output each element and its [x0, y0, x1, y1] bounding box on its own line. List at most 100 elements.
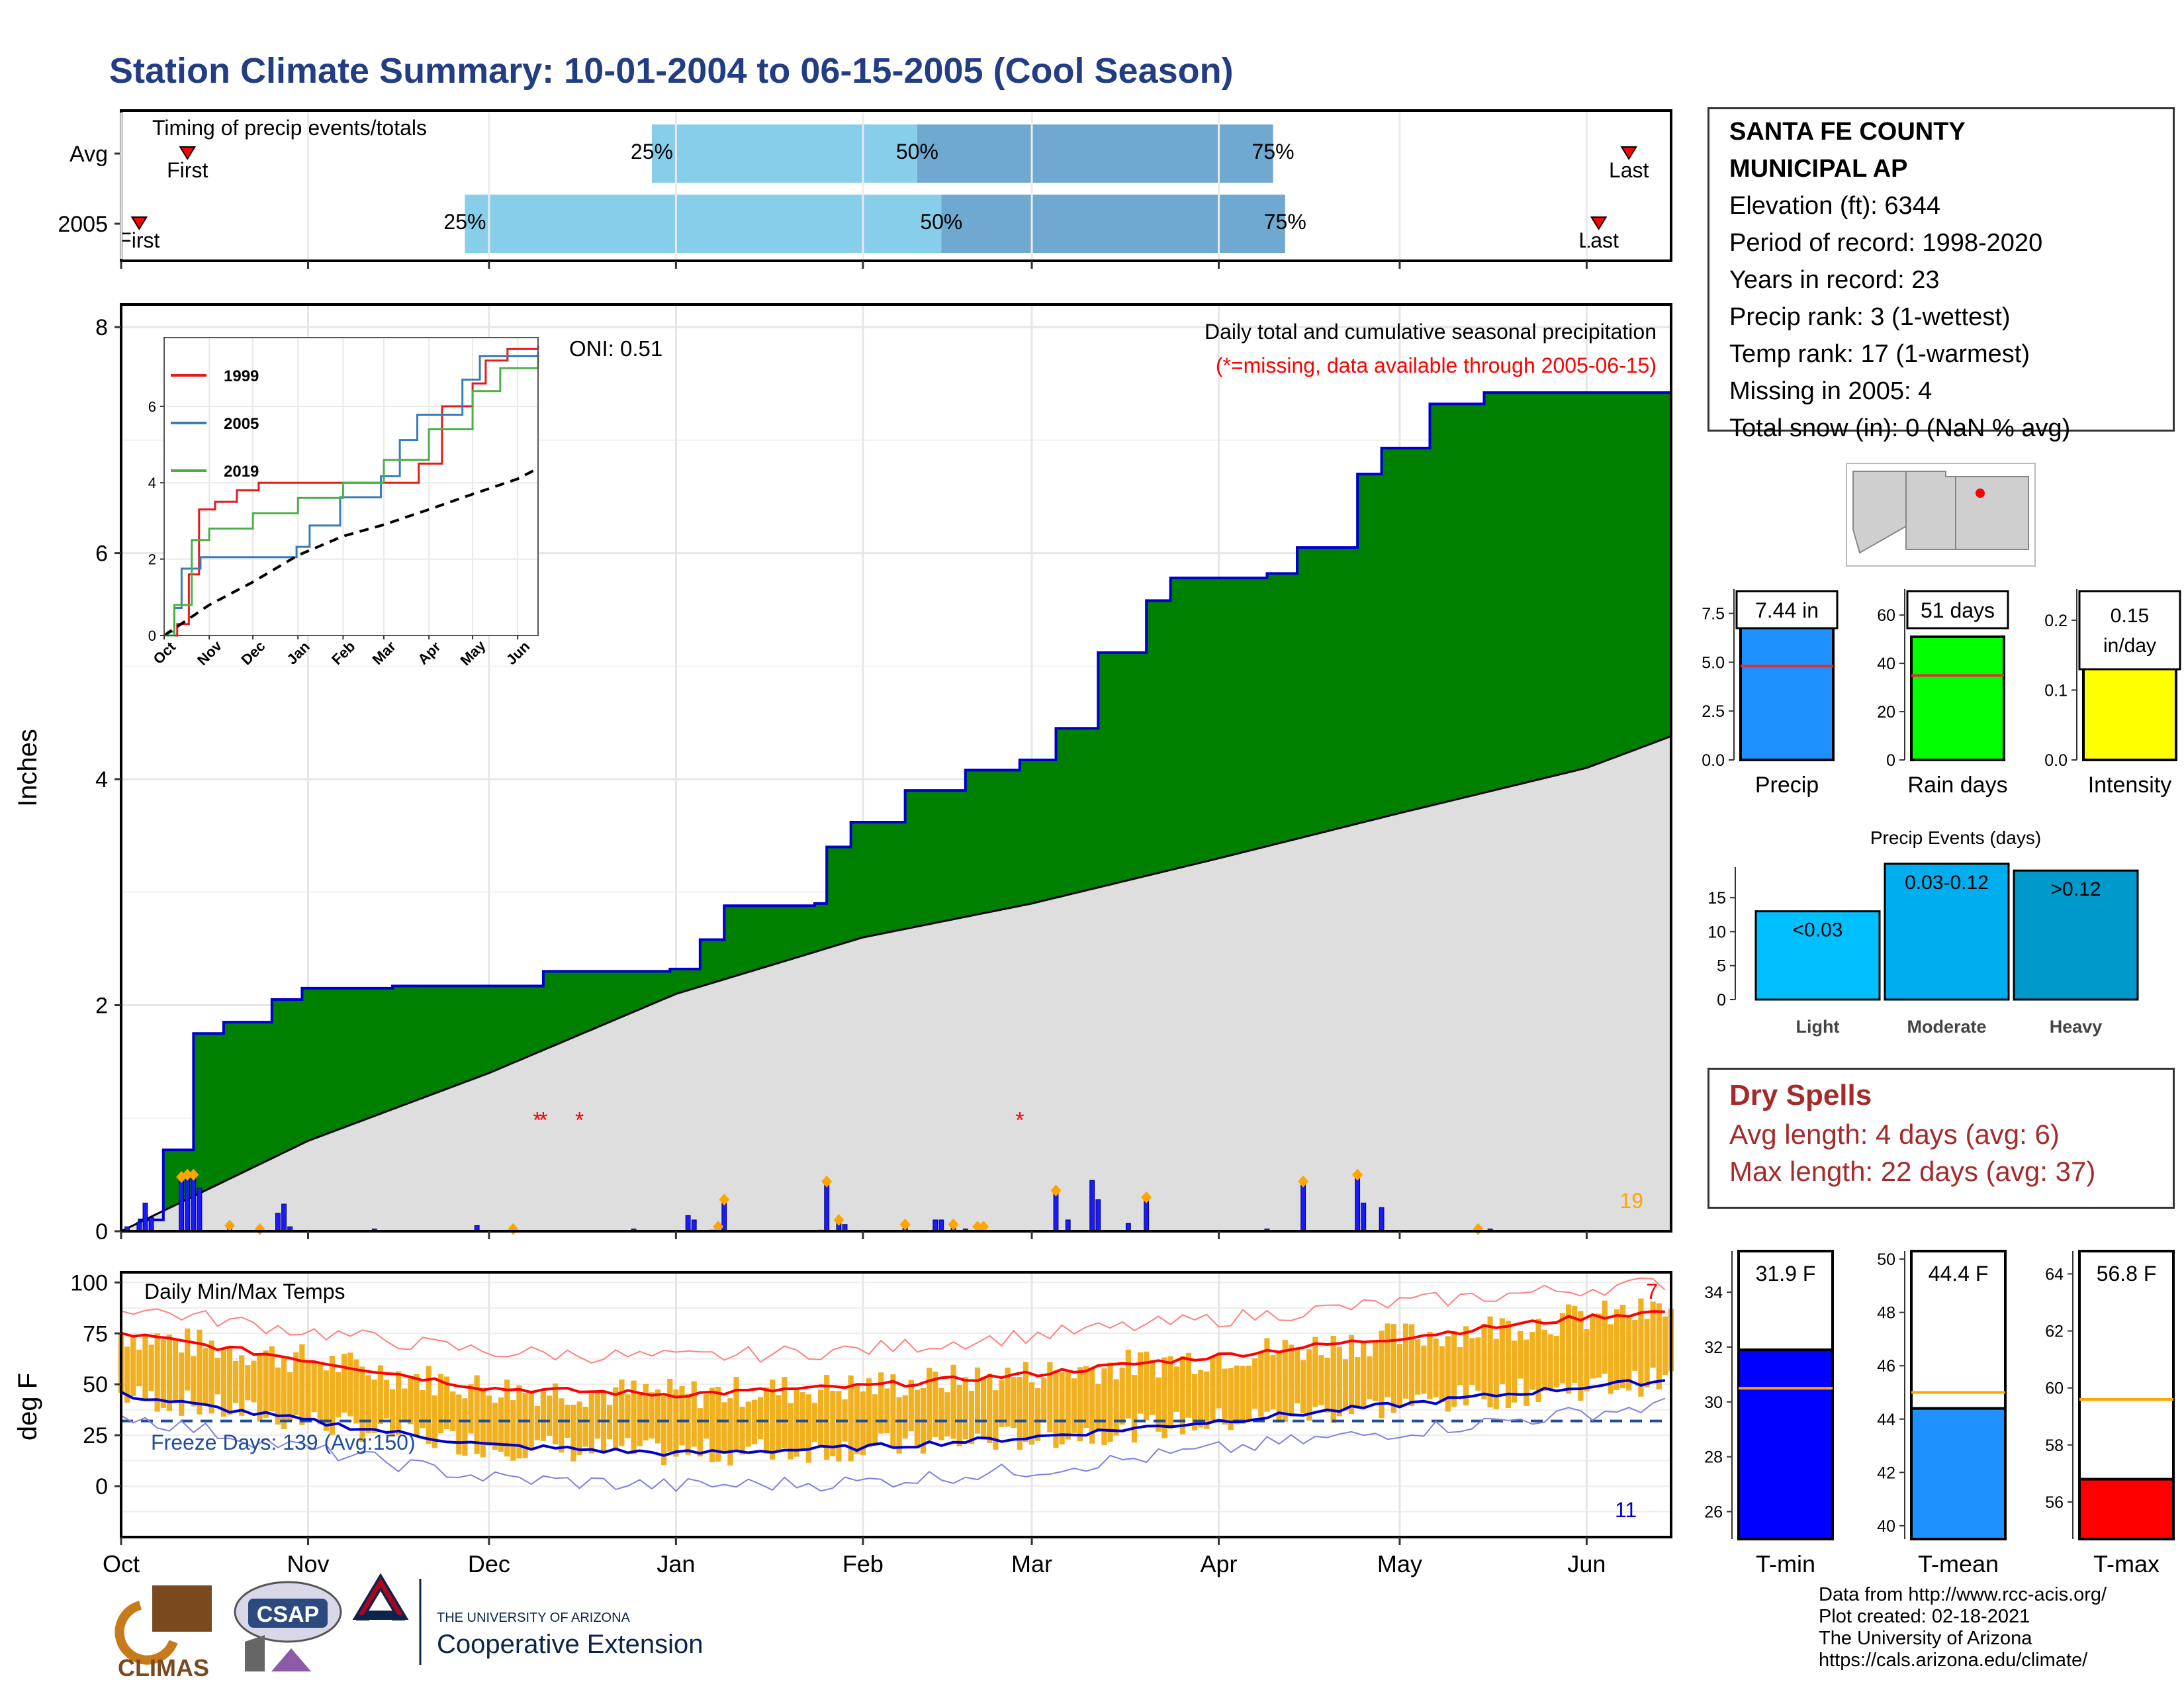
- precip-subtitle: Daily total and cumulative seasonal prec…: [1205, 320, 1657, 344]
- station-elevation: Elevation (ft): 6344: [1729, 192, 1940, 220]
- station-period: Period of record: 1998-2020: [1729, 229, 2043, 257]
- daily-temp-range-bar: [365, 1375, 371, 1434]
- daily-temp-range-bar: [498, 1397, 504, 1452]
- daily-temp-range-bar: [1409, 1324, 1415, 1406]
- temp-axis: 0 25 50 75 100: [70, 1270, 121, 1499]
- daily-temp-range-bar: [866, 1378, 872, 1448]
- summary-y-tick-label: 2.5: [1702, 702, 1725, 721]
- heavy-precip-marker: [1298, 1175, 1309, 1188]
- daily-temp-range-bar: [1590, 1316, 1596, 1379]
- inset-legend-label: 1999: [224, 367, 259, 385]
- inset-series-line-2019: [164, 356, 539, 637]
- heavy-precip-marker: [821, 1175, 833, 1188]
- daily-temp-range-bar: [613, 1387, 619, 1451]
- daily-temp-range-bar: [594, 1390, 601, 1439]
- precip-events-title: Precip Events (days): [1870, 827, 2041, 848]
- daily-temp-range-bar: [739, 1407, 745, 1455]
- temp-summary-value-label: 56.8 F: [2097, 1262, 2157, 1286]
- summary-value-label: in/day: [2103, 635, 2156, 657]
- daily-temp-range-bar: [673, 1389, 679, 1457]
- daily-temp-range-bar: [214, 1358, 220, 1395]
- daily-temp-range-bar: [968, 1390, 975, 1444]
- daily-temp-range-bar: [890, 1374, 896, 1448]
- daily-temp-range-bar: [396, 1371, 402, 1435]
- daily-temp-range-bar: [631, 1380, 637, 1454]
- map-region-shape: [1905, 471, 1956, 550]
- summary-y-tick-label: 40: [1877, 655, 1895, 673]
- daily-temp-range-bar: [661, 1395, 667, 1466]
- timing-bar-25-50: [651, 124, 917, 183]
- precip-y-tick-label: 2: [95, 994, 108, 1019]
- summary-bar-name: Precip: [1755, 773, 1819, 798]
- daily-temp-range-bar: [522, 1392, 528, 1458]
- daily-temp-range-bar: [1402, 1323, 1409, 1399]
- events-y-tick-label: 5: [1717, 957, 1726, 976]
- temp-summary-value-label: 44.4 F: [1929, 1262, 1989, 1286]
- daily-temp-range-bar: [1240, 1366, 1246, 1424]
- daily-temp-range-bar: [185, 1328, 191, 1391]
- daily-temp-range-bar: [944, 1392, 950, 1436]
- daily-temp-range-bar: [305, 1362, 311, 1421]
- inset-y-tick-label: 0: [148, 628, 156, 644]
- precip-y-axis-label: Inches: [13, 729, 42, 807]
- daily-temp-range-bar: [1572, 1305, 1578, 1383]
- heavy-precip-marker: [713, 1221, 724, 1233]
- heavy-precip-marker: [188, 1168, 199, 1181]
- daily-temp-range-bar: [927, 1368, 933, 1440]
- daily-precip-bar: [191, 1174, 197, 1232]
- station-name-line2: MUNICIPAL AP: [1729, 155, 1908, 183]
- daily-temp-range-bar: [1252, 1358, 1258, 1409]
- missing-data-marker: *: [533, 1107, 541, 1133]
- ua-logo-small-text: THE UNIVERSITY OF ARIZONA: [437, 1611, 631, 1625]
- daily-temp-range-bar: [323, 1370, 329, 1431]
- heavy-precip-marker: [182, 1168, 193, 1181]
- daily-precip-bar: [197, 1188, 203, 1232]
- daily-temp-range-bar: [1228, 1368, 1234, 1430]
- daily-temp-range-bar: [383, 1380, 390, 1419]
- temp-summary-y-tick-label: 30: [1704, 1393, 1723, 1412]
- summary-bar-name: Rain days: [1907, 773, 2007, 798]
- missing-note: (*=missing, data available through 2005-…: [1216, 353, 1657, 377]
- summary-bar-2: [2082, 656, 2177, 761]
- dry-spells-title: Dry Spells: [1729, 1079, 1872, 1111]
- daily-temp-range-bar: [1234, 1365, 1240, 1425]
- daily-temp-range-bar: [1095, 1383, 1101, 1432]
- daily-temp-range-bar: [226, 1347, 233, 1415]
- daily-temp-range-bar: [1355, 1357, 1361, 1409]
- temp-y-tick-label: 75: [83, 1321, 108, 1346]
- daily-temp-range-bar: [191, 1356, 197, 1407]
- daily-temp-range-bar: [1361, 1342, 1367, 1407]
- precip-event-name: Heavy: [2050, 1017, 2103, 1037]
- events-y-tick-label: 0: [1717, 991, 1726, 1009]
- oni-label: ONI: 0.51: [569, 336, 662, 361]
- daily-temp-range-bar: [811, 1403, 818, 1442]
- temp-summary-y-tick-label: 58: [2045, 1436, 2064, 1455]
- station-name-line1: SANTA FE COUNTY: [1729, 118, 1966, 146]
- daily-temp-range-bar: [1433, 1338, 1439, 1398]
- daily-temp-range-bar: [1324, 1358, 1330, 1413]
- month-tick-label: Apr: [1201, 1550, 1238, 1577]
- summary-y-tick-label: 0.0: [2044, 751, 2068, 770]
- daily-temp-range-bar: [1246, 1366, 1252, 1421]
- precip-corner-count: 19: [1619, 1189, 1643, 1213]
- daily-temp-range-bar: [987, 1374, 993, 1444]
- timing-p25-label: 25%: [631, 140, 673, 164]
- daily-temp-range-bar: [1047, 1362, 1053, 1432]
- inset-y-tick-label: 4: [148, 475, 156, 491]
- freeze-days-label: Freeze Days: 139 (Avg:150): [151, 1430, 416, 1454]
- daily-temp-range-bar: [1167, 1356, 1173, 1429]
- heavy-precip-marker: [899, 1218, 911, 1231]
- daily-temp-range-bar: [902, 1395, 908, 1439]
- daily-temp-range-bar: [770, 1380, 776, 1460]
- daily-temp-range-bar: [287, 1372, 293, 1421]
- daily-temp-range-bar: [420, 1390, 426, 1429]
- daily-temp-range-bar: [1505, 1320, 1512, 1409]
- daily-temp-range-bar: [1632, 1319, 1638, 1371]
- precip-event-bar-light: [1754, 910, 1881, 1001]
- daily-temp-range-bar: [1336, 1346, 1342, 1417]
- temp-y-tick-label: 100: [70, 1270, 108, 1295]
- daily-temp-range-bar: [1017, 1377, 1023, 1450]
- timing-last-marker: [1620, 146, 1637, 160]
